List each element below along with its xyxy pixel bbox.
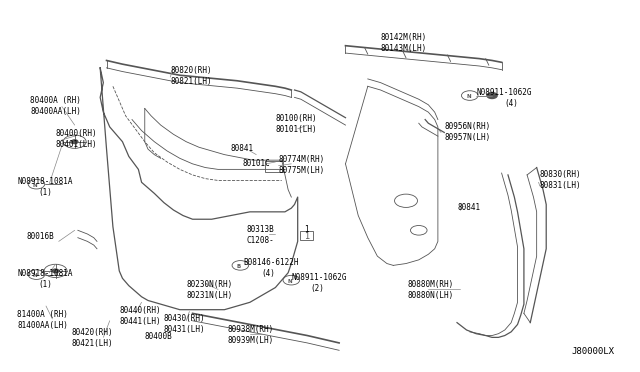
Text: (2): (2) <box>310 284 324 293</box>
Text: 80400A (RH): 80400A (RH) <box>30 96 81 105</box>
Text: 80431(LH): 80431(LH) <box>164 325 205 334</box>
Text: 80440(RH): 80440(RH) <box>119 306 161 315</box>
Text: 80820(RH): 80820(RH) <box>170 66 212 75</box>
Text: 80101(LH): 80101(LH) <box>275 125 317 134</box>
Circle shape <box>72 140 78 144</box>
Text: 80016B: 80016B <box>27 232 54 241</box>
Text: N08911-1062G: N08911-1062G <box>476 89 532 97</box>
Circle shape <box>52 269 59 273</box>
Text: N: N <box>32 183 37 188</box>
Text: 80938M(RH): 80938M(RH) <box>228 325 274 334</box>
Text: 80830(RH): 80830(RH) <box>540 170 582 179</box>
Text: N08918-1081A: N08918-1081A <box>17 269 73 278</box>
Text: C1208-: C1208- <box>246 236 275 245</box>
Text: 80142M(RH): 80142M(RH) <box>381 33 427 42</box>
Text: (4): (4) <box>505 99 518 109</box>
Text: 80430(RH): 80430(RH) <box>164 314 205 323</box>
Text: 80841: 80841 <box>231 144 254 153</box>
Text: 80400B: 80400B <box>145 332 173 341</box>
Text: 1: 1 <box>304 232 309 241</box>
Text: 80956N(RH): 80956N(RH) <box>444 122 490 131</box>
Text: 80939M(LH): 80939M(LH) <box>228 336 274 345</box>
Text: 80143M(LH): 80143M(LH) <box>381 44 427 53</box>
Text: N08918-1081A: N08918-1081A <box>17 177 73 186</box>
Text: 80421(LH): 80421(LH) <box>72 340 113 349</box>
Text: 80420(RH): 80420(RH) <box>72 328 113 337</box>
Text: N: N <box>287 279 292 284</box>
Circle shape <box>487 93 497 99</box>
Text: 80441(LH): 80441(LH) <box>119 317 161 326</box>
Text: B08146-6122H: B08146-6122H <box>244 258 299 267</box>
Text: 80231N(LH): 80231N(LH) <box>186 291 232 301</box>
Text: N: N <box>32 273 37 278</box>
Text: 80775M(LH): 80775M(LH) <box>278 166 325 175</box>
Text: 80400(RH): 80400(RH) <box>56 129 97 138</box>
Text: 80957N(LH): 80957N(LH) <box>444 133 490 142</box>
Text: (1): (1) <box>38 280 52 289</box>
Text: 80831(LH): 80831(LH) <box>540 181 582 190</box>
Text: 81400AA(LH): 81400AA(LH) <box>17 321 68 330</box>
Text: 80774M(RH): 80774M(RH) <box>278 155 325 164</box>
Text: N08911-1062G: N08911-1062G <box>291 273 347 282</box>
Text: 80230N(RH): 80230N(RH) <box>186 280 232 289</box>
Text: J80000LX: J80000LX <box>572 347 614 356</box>
Text: (4): (4) <box>261 269 275 278</box>
FancyBboxPatch shape <box>264 161 283 172</box>
Text: 80821(LH): 80821(LH) <box>170 77 212 86</box>
Text: 80400AA(LH): 80400AA(LH) <box>30 107 81 116</box>
Text: (1): (1) <box>38 188 52 197</box>
Text: N: N <box>466 94 471 99</box>
Text: 1: 1 <box>304 225 308 234</box>
Text: 80101C: 80101C <box>243 158 270 167</box>
Text: 80401(LH): 80401(LH) <box>56 140 97 149</box>
Text: 80841: 80841 <box>457 203 480 212</box>
Text: 80880M(RH): 80880M(RH) <box>408 280 454 289</box>
Text: B: B <box>236 264 241 269</box>
Text: 80880N(LH): 80880N(LH) <box>408 291 454 301</box>
Text: 80100(RH): 80100(RH) <box>275 114 317 123</box>
Text: 81400A (RH): 81400A (RH) <box>17 310 68 319</box>
Text: 80313B: 80313B <box>246 225 275 234</box>
FancyBboxPatch shape <box>300 231 313 240</box>
